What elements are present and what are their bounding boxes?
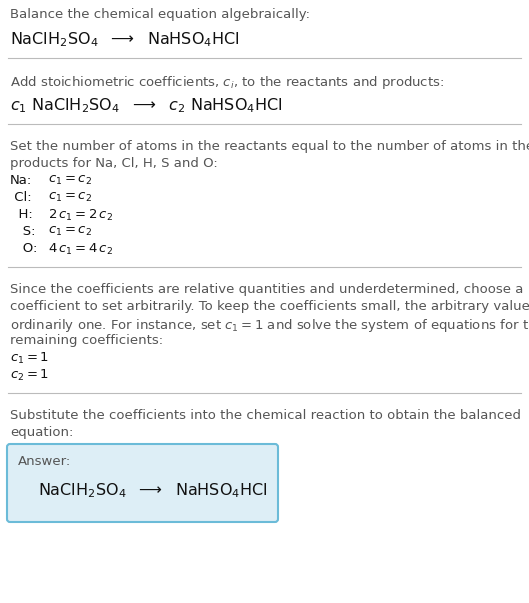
- Text: Since the coefficients are relative quantities and underdetermined, choose a: Since the coefficients are relative quan…: [10, 283, 523, 296]
- Text: Answer:: Answer:: [18, 455, 71, 468]
- Text: Add stoichiometric coefficients, $c_i$, to the reactants and products:: Add stoichiometric coefficients, $c_i$, …: [10, 74, 444, 91]
- Text: H:: H:: [10, 208, 33, 221]
- Text: $c_1 = c_2$: $c_1 = c_2$: [48, 225, 92, 238]
- Text: $c_2 = 1$: $c_2 = 1$: [10, 368, 49, 383]
- Text: Cl:: Cl:: [10, 191, 32, 204]
- Text: $c_1$ NaClH$_2$SO$_4$  $\longrightarrow$  $c_2$ NaHSO$_4$HCl: $c_1$ NaClH$_2$SO$_4$ $\longrightarrow$ …: [10, 96, 282, 115]
- Text: O:: O:: [10, 242, 38, 255]
- Text: equation:: equation:: [10, 426, 74, 439]
- Text: $2\,c_1 = 2\,c_2$: $2\,c_1 = 2\,c_2$: [48, 208, 113, 223]
- Text: $c_1 = c_2$: $c_1 = c_2$: [48, 174, 92, 187]
- Text: NaClH$_2$SO$_4$  $\longrightarrow$  NaHSO$_4$HCl: NaClH$_2$SO$_4$ $\longrightarrow$ NaHSO$…: [10, 30, 240, 49]
- Text: Set the number of atoms in the reactants equal to the number of atoms in the: Set the number of atoms in the reactants…: [10, 140, 529, 153]
- Text: $4\,c_1 = 4\,c_2$: $4\,c_1 = 4\,c_2$: [48, 242, 113, 257]
- Text: products for Na, Cl, H, S and O:: products for Na, Cl, H, S and O:: [10, 157, 218, 170]
- FancyBboxPatch shape: [7, 444, 278, 522]
- Text: remaining coefficients:: remaining coefficients:: [10, 334, 163, 347]
- Text: Na:: Na:: [10, 174, 32, 187]
- Text: $c_1 = 1$: $c_1 = 1$: [10, 351, 49, 366]
- Text: S:: S:: [10, 225, 35, 238]
- Text: NaClH$_2$SO$_4$  $\longrightarrow$  NaHSO$_4$HCl: NaClH$_2$SO$_4$ $\longrightarrow$ NaHSO$…: [38, 481, 268, 500]
- Text: ordinarily one. For instance, set $c_1 = 1$ and solve the system of equations fo: ordinarily one. For instance, set $c_1 =…: [10, 317, 529, 334]
- Text: $c_1 = c_2$: $c_1 = c_2$: [48, 191, 92, 204]
- Text: Balance the chemical equation algebraically:: Balance the chemical equation algebraica…: [10, 8, 310, 21]
- Text: coefficient to set arbitrarily. To keep the coefficients small, the arbitrary va: coefficient to set arbitrarily. To keep …: [10, 300, 529, 313]
- Text: Substitute the coefficients into the chemical reaction to obtain the balanced: Substitute the coefficients into the che…: [10, 409, 521, 422]
